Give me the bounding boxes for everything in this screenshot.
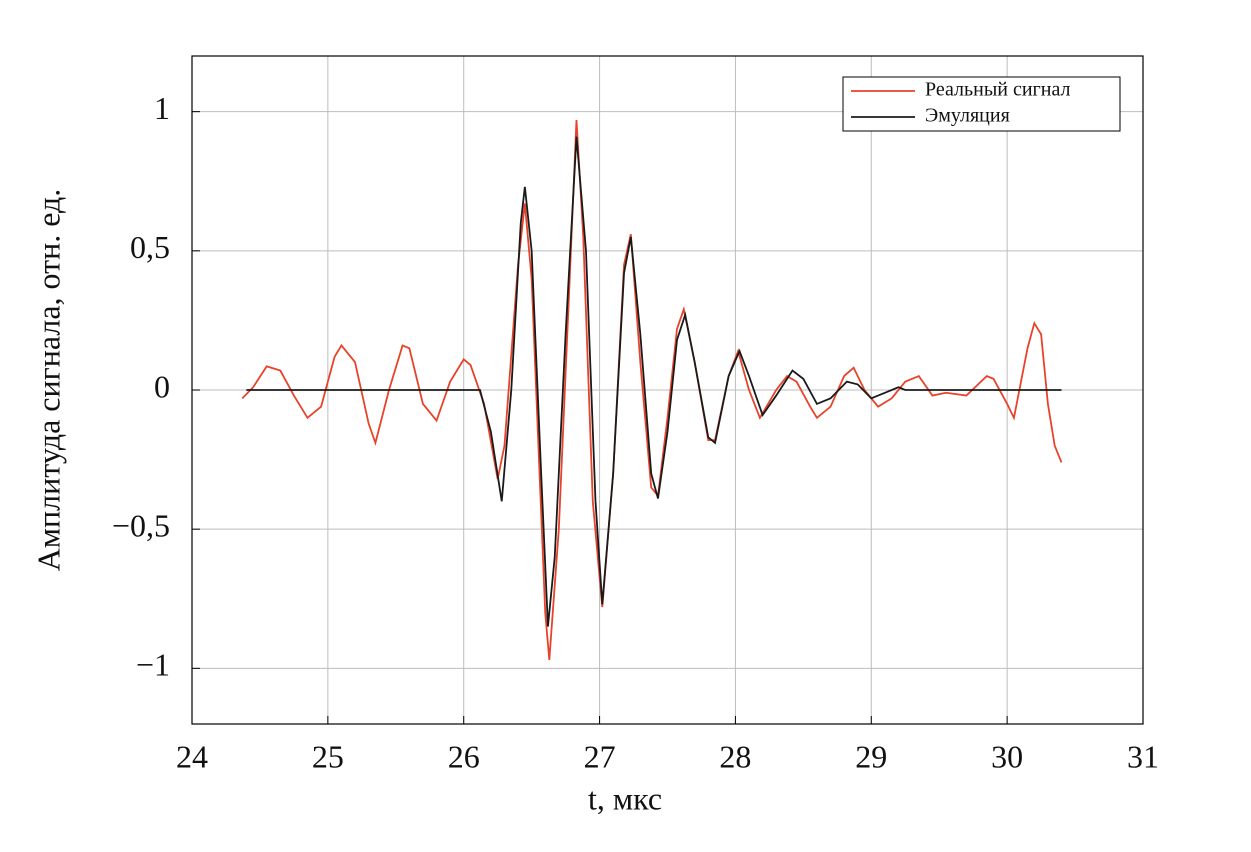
legend-label: Эмуляция bbox=[925, 105, 1010, 127]
x-tick-label: 29 bbox=[855, 738, 887, 774]
x-tick-label: 30 bbox=[991, 738, 1023, 774]
x-tick-label: 27 bbox=[584, 738, 616, 774]
x-tick-label: 28 bbox=[719, 738, 751, 774]
y-tick-label: 0,5 bbox=[130, 229, 170, 265]
x-tick-label: 24 bbox=[176, 738, 208, 774]
x-tick-label: 31 bbox=[1127, 738, 1159, 774]
plot-frame bbox=[191, 55, 1144, 725]
series-line bbox=[241, 119, 1063, 661]
y-tick-label: 0 bbox=[154, 368, 170, 404]
y-axis-label: Амплитуда сигнала, отн. ед. bbox=[30, 189, 66, 572]
x-tick-label: 26 bbox=[448, 738, 480, 774]
y-tick-label: 1 bbox=[154, 90, 170, 126]
legend-label: Реальный сигнал bbox=[925, 79, 1071, 101]
y-tick-label: −0,5 bbox=[112, 508, 170, 544]
y-tick-label: −1 bbox=[136, 647, 170, 683]
x-axis-label: t, мкс bbox=[588, 780, 662, 816]
series-line bbox=[246, 136, 1062, 627]
legend-box bbox=[842, 76, 1121, 132]
x-tick-label: 25 bbox=[312, 738, 344, 774]
